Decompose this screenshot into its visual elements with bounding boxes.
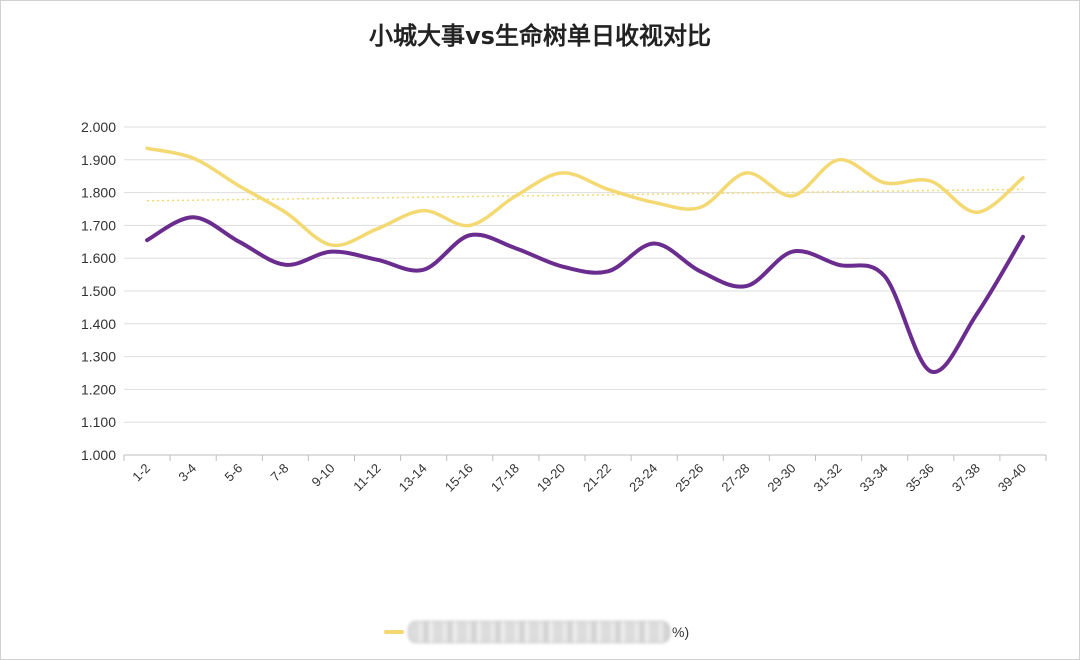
x-tick-label: 29-30 [764,461,798,495]
y-tick-label: 1.800 [81,185,116,201]
x-tick-label: 35-36 [903,461,937,495]
series-line-purple [145,215,1025,374]
x-tick-label: 15-16 [442,461,476,495]
x-tick-label: 17-18 [488,461,522,495]
x-tick-label: 37-38 [949,461,983,495]
y-tick-label: 1.600 [81,250,116,266]
legend-label-obscured [408,621,670,643]
chart-title: 小城大事vs生命树单日收视对比 [369,22,711,50]
x-tick-label: 27-28 [718,461,752,495]
x-tick-label: 33-34 [857,461,891,495]
y-tick-label: 1.300 [81,349,116,365]
x-tick-label: 11-12 [350,461,383,494]
x-tick-label: 7-8 [268,461,292,485]
x-tick-label: 19-20 [534,461,568,495]
trend-line [147,188,1023,202]
x-tick-label: 25-26 [672,461,706,495]
y-tick-label: 1.700 [81,217,116,233]
x-tick-label: 3-4 [175,461,199,485]
x-tick-label: 23-24 [626,461,660,495]
y-tick-label: 2.000 [81,119,116,135]
x-tick-label: 1-2 [129,461,153,485]
legend-swatch-yellow [384,630,404,634]
x-tick-label: 5-6 [221,461,245,485]
y-tick-label: 1.400 [81,316,116,332]
y-tick-label: 1.900 [81,152,116,168]
y-tick-label: 1.200 [81,381,116,397]
series-line-yellow [145,146,1025,248]
series-layer [145,146,1025,374]
x-tick-label: 13-14 [396,461,430,495]
x-tick-label: 39-40 [995,461,1029,495]
grid-layer [124,126,1046,456]
x-tick-label: 21-22 [580,461,614,495]
legend: %) [384,620,689,644]
x-tick-label: 31-32 [811,461,845,495]
x-tick-label: 9-10 [309,461,338,490]
y-tick-label: 1.000 [81,447,116,463]
legend-tail-text: %) [672,624,690,640]
y-tick-label: 1.100 [81,414,116,430]
y-tick-label: 1.500 [81,283,116,299]
